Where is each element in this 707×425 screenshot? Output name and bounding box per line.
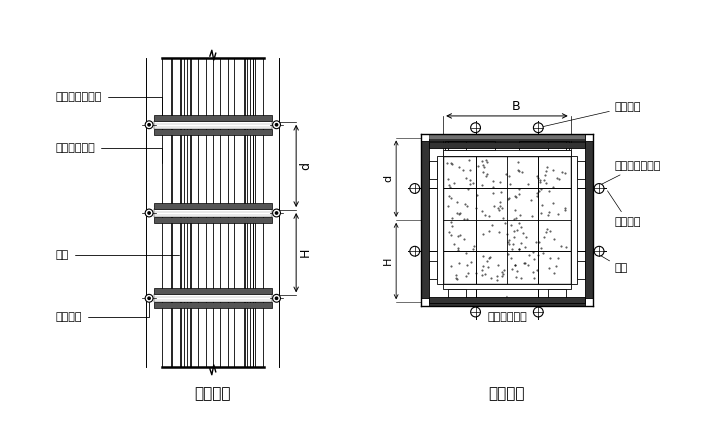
Circle shape xyxy=(273,209,281,217)
Circle shape xyxy=(148,212,151,214)
Text: 柱剖面图: 柱剖面图 xyxy=(489,386,525,401)
Text: 竖愣（方木）: 竖愣（方木） xyxy=(487,296,527,322)
Bar xyxy=(445,142,495,150)
Bar xyxy=(428,142,585,148)
Bar xyxy=(443,283,571,289)
Bar xyxy=(428,133,585,142)
Text: 柱立面图: 柱立面图 xyxy=(194,386,231,401)
Circle shape xyxy=(273,295,281,302)
Circle shape xyxy=(275,212,278,214)
Circle shape xyxy=(471,123,481,133)
Bar xyxy=(571,156,576,283)
Text: H: H xyxy=(383,257,393,265)
Text: H: H xyxy=(299,248,312,258)
Circle shape xyxy=(273,121,281,129)
Bar xyxy=(154,217,271,223)
Bar xyxy=(154,302,271,308)
Text: 面板: 面板 xyxy=(56,250,180,260)
Bar xyxy=(421,142,428,298)
Text: 竖愣（方木）: 竖愣（方木） xyxy=(56,143,162,163)
Bar xyxy=(448,142,466,150)
Bar xyxy=(428,261,438,279)
Bar xyxy=(428,298,585,306)
Bar xyxy=(428,133,585,139)
Bar xyxy=(428,298,585,303)
Text: B: B xyxy=(512,100,520,113)
Bar xyxy=(519,142,568,150)
Circle shape xyxy=(145,121,153,129)
Circle shape xyxy=(145,209,153,217)
Circle shape xyxy=(533,123,543,133)
Circle shape xyxy=(594,184,604,193)
Text: d: d xyxy=(383,175,393,182)
Circle shape xyxy=(594,246,604,256)
Text: 对拉螺栓: 对拉螺栓 xyxy=(56,301,149,322)
Text: 柱箍（圆钢管）: 柱箍（圆钢管） xyxy=(56,92,162,115)
Text: 对拉螺栓: 对拉螺栓 xyxy=(541,102,641,127)
Bar xyxy=(576,261,585,279)
Bar xyxy=(154,115,271,121)
Bar xyxy=(154,203,271,209)
Bar xyxy=(428,161,438,178)
Bar xyxy=(438,156,443,283)
Circle shape xyxy=(148,124,151,126)
Bar xyxy=(154,129,271,135)
Bar xyxy=(576,161,585,178)
Circle shape xyxy=(148,297,151,300)
Text: d: d xyxy=(299,162,312,170)
Bar xyxy=(548,289,566,298)
Bar xyxy=(448,289,466,298)
Bar xyxy=(443,156,571,283)
Bar xyxy=(154,289,271,295)
Circle shape xyxy=(533,307,543,317)
Circle shape xyxy=(410,246,420,256)
Bar xyxy=(585,142,593,298)
Circle shape xyxy=(275,297,278,300)
Circle shape xyxy=(471,307,481,317)
Bar xyxy=(154,295,271,302)
Bar xyxy=(548,142,566,150)
Bar xyxy=(443,150,571,156)
Bar xyxy=(154,209,271,217)
Text: 对拉螺栓: 对拉螺栓 xyxy=(607,191,641,227)
Text: 面板: 面板 xyxy=(595,252,628,273)
Circle shape xyxy=(145,295,153,302)
Bar xyxy=(154,121,271,129)
Circle shape xyxy=(275,124,278,126)
Circle shape xyxy=(410,184,420,193)
Text: 柱箍（圆钢管）: 柱箍（圆钢管） xyxy=(596,161,661,187)
